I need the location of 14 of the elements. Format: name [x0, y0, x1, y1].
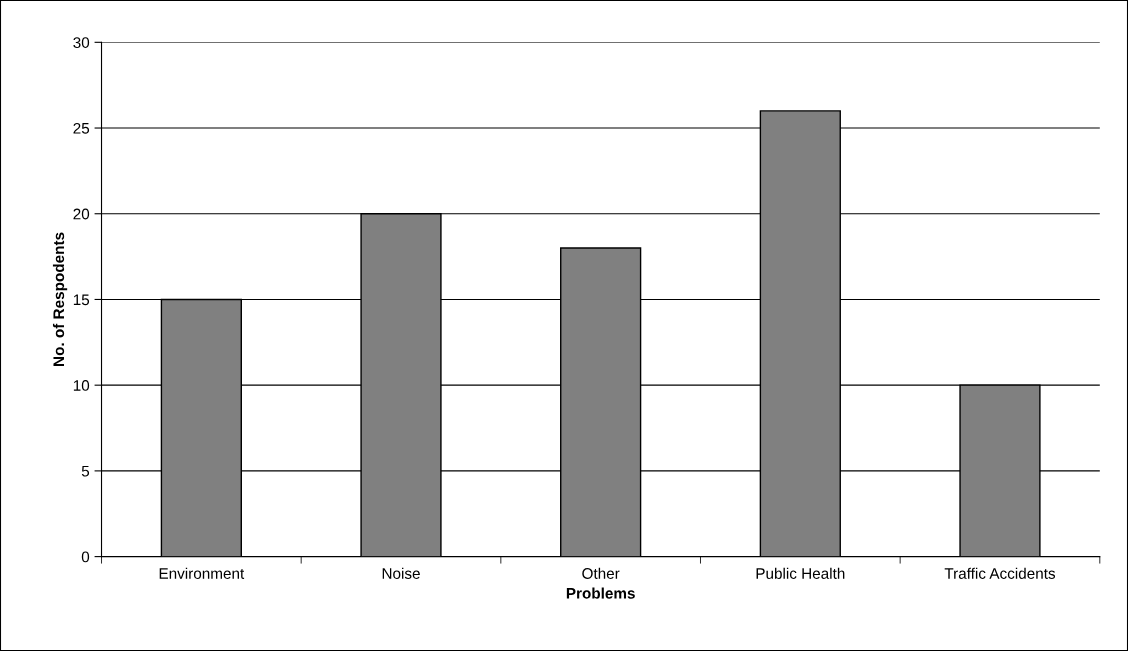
- x-tick-label: Traffic Accidents: [944, 567, 1056, 579]
- y-tick-label: 10: [73, 380, 90, 391]
- x-tick-label: Other: [582, 567, 620, 579]
- y-axis-title: No. of Respodents: [52, 232, 68, 366]
- y-tick-label: 20: [73, 208, 90, 220]
- y-tick-label: 30: [73, 37, 90, 48]
- y-tick-label: 5: [81, 465, 90, 477]
- x-tick-label: Noise: [382, 567, 420, 579]
- x-tick-label: Public Health: [756, 567, 845, 579]
- x-axis-title: Problems: [566, 587, 635, 599]
- y-tick-label: 25: [73, 122, 90, 134]
- y-tick-label: 0: [81, 551, 90, 563]
- y-tick-label: 15: [73, 294, 90, 306]
- x-tick-label: Environment: [159, 567, 245, 579]
